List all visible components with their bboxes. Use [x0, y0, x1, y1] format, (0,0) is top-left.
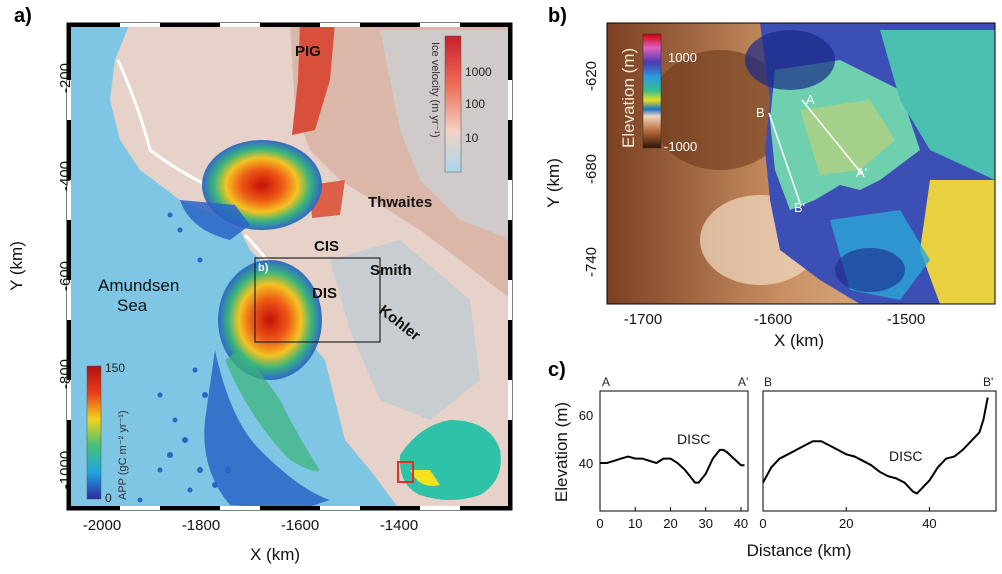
- a-ytick-400: -400: [57, 161, 74, 191]
- a-y-axis-label: Y (km): [7, 241, 26, 291]
- c-xtick-label: 10: [628, 516, 642, 531]
- c-right-annotation: DISC: [889, 448, 922, 464]
- label-sea: Sea: [117, 296, 148, 315]
- c-left-annotation: DISC: [677, 431, 710, 447]
- c-y-axis-label: Elevation (m): [552, 402, 571, 502]
- app-colorbar-title: APP (gC m⁻² yr⁻¹): [117, 410, 129, 500]
- velocity-colorbar-title: Ice velocity (m yr⁻¹): [429, 42, 441, 138]
- panel-c-letter: c): [548, 359, 566, 381]
- a-ytick-200: -200: [57, 63, 74, 93]
- label-inset-b: b): [258, 262, 269, 274]
- velocity-colorbar: [444, 35, 462, 173]
- b-label-b-prime: B': [794, 200, 805, 215]
- panel-a-graticule: [67, 23, 512, 510]
- label-cis: CIS: [314, 238, 339, 255]
- profile-b-line: [762, 397, 989, 495]
- c-right-frame: [762, 390, 997, 512]
- b-label-a-prime: A': [856, 165, 867, 180]
- label-smith: Smith: [370, 262, 412, 279]
- a-xtick-1800: -1800: [182, 517, 220, 534]
- elevation-colorbar-min: -1000: [664, 139, 697, 154]
- b-ytick-740: -740: [583, 247, 600, 277]
- a-xtick-1400: -1400: [380, 517, 418, 534]
- c-xtick-label: 30: [698, 516, 712, 531]
- b-xtick-1700: -1700: [624, 311, 662, 328]
- c-right-start: B: [764, 375, 772, 389]
- b-label-a: A: [806, 92, 815, 107]
- c-right-end: B': [983, 375, 993, 389]
- b-label-b: B: [756, 105, 765, 120]
- app-colorbar: [86, 365, 102, 500]
- b-xtick-1500: -1500: [887, 311, 925, 328]
- c-x-axis-label: Distance (km): [747, 541, 852, 560]
- a-ytick-1000: -1000: [57, 451, 74, 489]
- c-xtick-label: 40: [922, 516, 936, 531]
- velocity-tick-100: 100: [465, 97, 485, 111]
- b-ytick-620: -620: [583, 61, 600, 91]
- a-xtick-1600: -1600: [281, 517, 319, 534]
- bloom-scatter: [137, 212, 231, 503]
- a-ytick-800: -800: [57, 359, 74, 389]
- c-left-xticks: 0 10 20 30 40: [596, 507, 748, 531]
- inset-location-box: [397, 461, 414, 483]
- c-left-frame: [599, 390, 749, 512]
- bloom-dotson-polynya: [218, 260, 322, 380]
- pig-glacier: [292, 23, 335, 135]
- panel-a-letter: a): [14, 5, 32, 27]
- b-y-axis-label: Y (km): [544, 158, 563, 208]
- b-ytick-680: -680: [583, 154, 600, 184]
- label-thwaites: Thwaites: [368, 194, 432, 211]
- c-xtick-label: 0: [759, 516, 766, 531]
- elevation-colorbar: [642, 33, 662, 149]
- c-xtick-label: 20: [839, 516, 853, 531]
- transect-a: [801, 99, 863, 175]
- c-xtick-label: 20: [663, 516, 677, 531]
- panel-b-letter: b): [548, 5, 567, 27]
- label-amundsen: Amundsen: [98, 276, 179, 295]
- elevation-colorbar-max: 1000: [668, 50, 697, 65]
- bloom-tail: [204, 350, 330, 510]
- smith-kohler-region: [330, 240, 480, 420]
- c-xtick-label: 40: [734, 516, 748, 531]
- elevation-colorbar-title: Elevation (m): [619, 48, 638, 148]
- panel-b-map: [607, 23, 995, 304]
- velocity-tick-1000: 1000: [465, 65, 492, 79]
- panel-b-frame: [606, 22, 996, 305]
- b-x-axis-label: X (km): [774, 331, 824, 350]
- velocity-tick-10: 10: [465, 131, 479, 145]
- panel-b-extent-box: [254, 257, 381, 343]
- c-left-start: A: [602, 375, 610, 389]
- a-xtick-2000: -2000: [83, 517, 121, 534]
- profile-a-line: [600, 448, 745, 484]
- c-ytick-40: 40: [579, 456, 593, 471]
- transect-b: [768, 112, 801, 204]
- label-pig: PIG: [295, 43, 321, 60]
- b-xtick-1600: -1600: [754, 311, 792, 328]
- app-colorbar-max: 150: [105, 361, 125, 375]
- c-left-end: A': [738, 375, 748, 389]
- app-colorbar-min: 0: [105, 491, 112, 505]
- c-xtick-label: 0: [596, 516, 603, 531]
- c-right-xticks: 0 20 40: [759, 507, 937, 531]
- a-ytick-600: -600: [57, 261, 74, 291]
- label-dis: DIS: [312, 285, 337, 302]
- a-x-axis-label: X (km): [250, 545, 300, 564]
- c-ytick-60: 60: [579, 408, 593, 423]
